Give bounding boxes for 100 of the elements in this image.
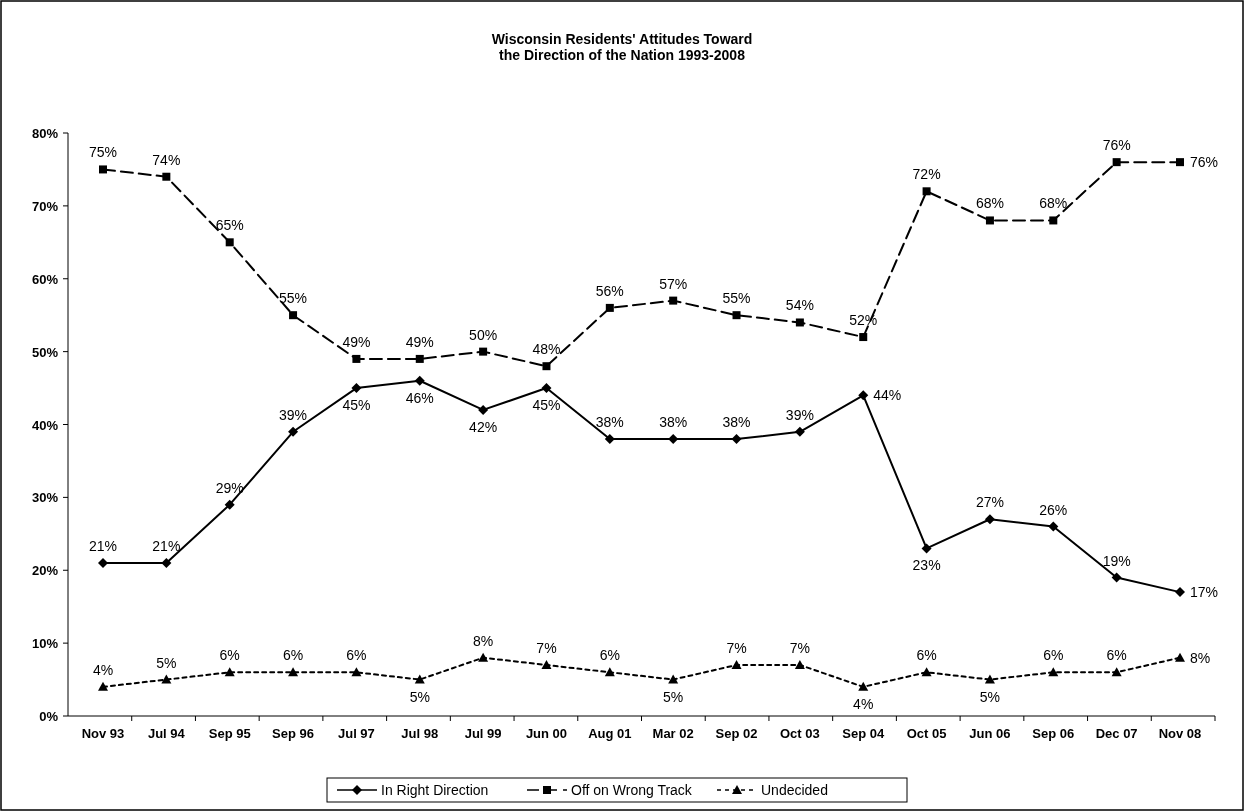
- point: [224, 499, 235, 510]
- point: [98, 681, 108, 691]
- data-label: 55%: [279, 290, 308, 307]
- point: [542, 362, 551, 371]
- point: [541, 383, 552, 394]
- data-label: 76%: [1102, 137, 1131, 154]
- point: [669, 296, 678, 305]
- point: [1049, 216, 1058, 225]
- x-tick-label: Jul 94: [147, 726, 186, 741]
- data-label: 8%: [1190, 649, 1211, 666]
- point: [1176, 158, 1184, 167]
- point: [921, 667, 932, 677]
- data-label: 50%: [469, 326, 498, 343]
- data-label: 49%: [405, 333, 434, 350]
- point: [922, 187, 931, 196]
- point: [1048, 667, 1059, 677]
- data-label: 52%: [849, 312, 878, 329]
- point: [858, 681, 869, 691]
- point: [351, 383, 362, 394]
- data-label: 19%: [1102, 552, 1131, 569]
- x-tick-label: Sep 02: [715, 726, 758, 741]
- data-label: 65%: [215, 217, 244, 234]
- data-label: 6%: [599, 647, 620, 664]
- data-label: 68%: [975, 195, 1004, 212]
- point: [289, 311, 298, 320]
- data-label: 23%: [912, 557, 941, 574]
- y-tick-label: 40%: [31, 417, 59, 433]
- data-label: 7%: [536, 639, 557, 656]
- point: [1175, 652, 1185, 662]
- point: [98, 557, 108, 568]
- data-label: 6%: [1106, 647, 1127, 664]
- x-tick-label: Sep 95: [208, 726, 251, 741]
- point: [479, 347, 488, 356]
- point: [224, 667, 235, 677]
- point: [858, 390, 869, 401]
- x-tick-label: Oct 03: [780, 726, 820, 741]
- data-label: 6%: [346, 647, 367, 664]
- data-label: 21%: [152, 537, 181, 554]
- x-tick-label: Jun 00: [525, 726, 568, 741]
- point: [478, 652, 489, 662]
- x-tick-label: Nov 08: [1158, 726, 1202, 741]
- data-label: 6%: [219, 647, 240, 664]
- data-label: 29%: [215, 479, 244, 496]
- x-tick-label: Jul 99: [464, 726, 502, 741]
- data-label: 48%: [532, 341, 561, 358]
- data-label: 39%: [279, 406, 308, 423]
- x-tick-label: Nov 93: [81, 726, 125, 741]
- y-tick-label: 20%: [31, 563, 59, 579]
- data-label: 55%: [722, 290, 751, 307]
- y-tick-label: 0%: [39, 709, 59, 724]
- x-tick-label: Aug 01: [588, 726, 632, 741]
- point: [288, 667, 299, 677]
- point: [794, 659, 805, 669]
- point: [99, 165, 107, 174]
- data-label: 38%: [722, 414, 751, 431]
- data-label: 49%: [342, 333, 371, 350]
- point: [984, 674, 995, 684]
- point: [1112, 158, 1121, 167]
- data-label: 54%: [785, 297, 814, 314]
- point: [795, 318, 804, 327]
- point: [1111, 667, 1122, 677]
- point: [414, 674, 425, 684]
- chart-title: Wisconsin Residents' Attitudes Toward the Direction of the Nation 1993-2008: [491, 31, 753, 63]
- legend-label: In Right Direction: [381, 782, 489, 798]
- point: [415, 354, 424, 363]
- point: [352, 354, 361, 363]
- point: [794, 426, 805, 437]
- point: [668, 674, 679, 684]
- data-label: 26%: [1039, 501, 1068, 518]
- data-label: 6%: [282, 647, 304, 664]
- x-tick-label: Jul 98: [401, 726, 439, 741]
- y-tick-label: 50%: [31, 344, 59, 360]
- point: [604, 434, 615, 445]
- point: [225, 238, 234, 247]
- point: [288, 426, 299, 437]
- x-tick-label: Jun 06: [969, 726, 1011, 741]
- point: [1111, 572, 1122, 583]
- point: [604, 667, 615, 677]
- x-tick-label: Oct 05: [906, 726, 947, 741]
- data-label: 8%: [473, 632, 494, 649]
- data-label: 5%: [663, 688, 684, 705]
- y-tick-label: 60%: [31, 271, 59, 287]
- data-label: 6%: [1043, 647, 1064, 664]
- data-label: 38%: [659, 414, 688, 431]
- data-label: 4%: [92, 661, 114, 678]
- data-label: 5%: [409, 688, 430, 705]
- data-label: 5%: [156, 654, 177, 671]
- data-label: 39%: [785, 406, 814, 423]
- point: [1175, 587, 1185, 598]
- point: [859, 333, 868, 342]
- data-label: 4%: [853, 695, 874, 712]
- data-label: 42%: [469, 418, 498, 435]
- data-label: 74%: [152, 151, 181, 168]
- data-label: 46%: [405, 389, 434, 406]
- point: [921, 543, 932, 554]
- data-label: 75%: [88, 144, 118, 161]
- point: [478, 404, 489, 415]
- data-label: 7%: [789, 639, 810, 656]
- x-tick-label: Jul 97: [337, 726, 375, 741]
- data-label: 76%: [1190, 154, 1219, 171]
